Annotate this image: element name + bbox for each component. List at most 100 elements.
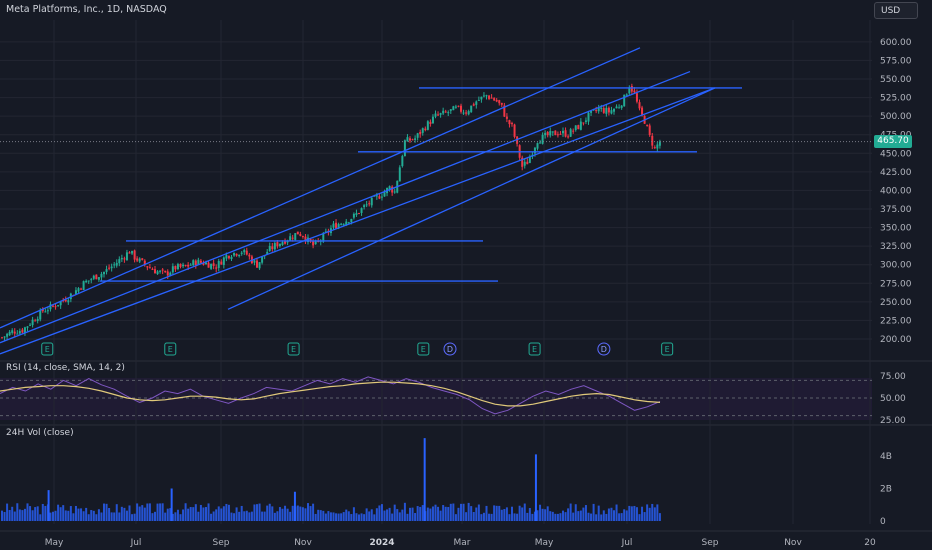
volume-bar	[378, 505, 381, 521]
volume-bar	[383, 510, 386, 521]
candle-body	[141, 258, 144, 260]
volume-bar	[620, 513, 623, 521]
candle-body	[222, 257, 225, 265]
earnings-marker: E	[164, 342, 177, 356]
candle-body	[618, 107, 621, 109]
candle	[222, 256, 225, 269]
rsi-tick-label: 25.00	[880, 416, 906, 426]
candle	[472, 102, 475, 107]
rsi-tick-label: 75.00	[880, 372, 906, 382]
x-tick-label: May	[45, 538, 64, 548]
candle-body	[87, 280, 90, 282]
candle-body	[235, 253, 238, 256]
candle-body	[90, 279, 93, 281]
candle	[467, 109, 470, 116]
volume-bar	[368, 511, 371, 521]
candle	[638, 99, 641, 111]
trend-line	[227, 87, 716, 310]
candle-body	[46, 310, 49, 312]
volume-bar	[602, 510, 605, 521]
candle	[324, 228, 327, 233]
volume-bar	[240, 505, 243, 521]
candle	[449, 109, 452, 114]
volume-bar	[355, 513, 358, 521]
volume-bar	[151, 513, 154, 521]
volume-bar	[197, 511, 200, 521]
volume-bar	[278, 507, 281, 521]
volume-bar	[511, 506, 513, 521]
candle-body	[240, 252, 243, 254]
candle	[582, 122, 585, 126]
candle	[261, 256, 264, 265]
volume-bar	[528, 508, 531, 521]
candle	[103, 271, 105, 278]
candle-body	[416, 133, 419, 138]
volume-bar	[493, 505, 496, 521]
volume-bar	[406, 513, 409, 521]
candle-body	[67, 300, 70, 303]
candle-body	[131, 250, 134, 254]
candle	[217, 258, 220, 272]
candle-body	[31, 319, 34, 326]
candle-body	[103, 271, 105, 275]
candle-body	[383, 192, 386, 197]
volume-spike	[170, 488, 173, 521]
candle	[74, 287, 77, 295]
volume-bar	[541, 508, 544, 521]
candle	[503, 102, 506, 118]
candle-body	[444, 111, 447, 113]
volume-bar	[567, 508, 570, 521]
volume-tick-label: 2B	[880, 485, 892, 495]
x-tick-label: Jul	[130, 538, 142, 548]
volume-bar	[437, 506, 440, 521]
candle	[490, 94, 493, 99]
volume-bar	[340, 513, 343, 521]
currency-selector[interactable]: USD	[874, 2, 918, 19]
y-tick-label: 500.00	[880, 112, 912, 122]
candle-body	[485, 95, 488, 97]
volume-bar	[215, 509, 218, 521]
candle	[383, 189, 386, 197]
candle-body	[388, 186, 391, 190]
candle-body	[569, 129, 572, 137]
y-tick-label: 425.00	[880, 168, 912, 178]
volume-bar	[508, 514, 511, 521]
volume-spike	[423, 438, 426, 521]
candle-body	[411, 139, 414, 141]
candle-body	[156, 271, 159, 275]
candle	[184, 264, 187, 267]
y-tick-label: 350.00	[880, 224, 912, 234]
volume-bar	[296, 505, 299, 521]
volume-bar	[544, 509, 547, 521]
candle	[240, 251, 243, 256]
candle	[210, 263, 213, 271]
volume-bar	[582, 507, 585, 521]
volume-bar	[590, 513, 593, 521]
candle-body	[365, 204, 368, 206]
candle-body	[176, 264, 179, 270]
candle-body	[544, 133, 547, 136]
candle	[452, 105, 455, 111]
candle	[13, 328, 16, 338]
candle-body	[278, 243, 281, 246]
volume-bar	[248, 512, 251, 521]
candle	[49, 301, 52, 312]
candle-body	[324, 231, 327, 233]
volume-bar	[128, 505, 131, 521]
candle-body	[256, 260, 258, 268]
volume-bar	[317, 509, 320, 521]
volume-bar	[324, 513, 327, 521]
volume-bar	[235, 507, 238, 521]
candle-body	[460, 105, 462, 112]
candle-body	[429, 121, 432, 125]
candle	[605, 104, 608, 117]
candle-body	[511, 123, 513, 125]
candle	[294, 233, 297, 241]
candle-body	[133, 250, 136, 260]
candle-body	[52, 305, 54, 307]
volume-bar	[87, 514, 90, 521]
candle-body	[393, 191, 396, 193]
candle	[59, 300, 62, 309]
candle-body	[245, 250, 248, 255]
